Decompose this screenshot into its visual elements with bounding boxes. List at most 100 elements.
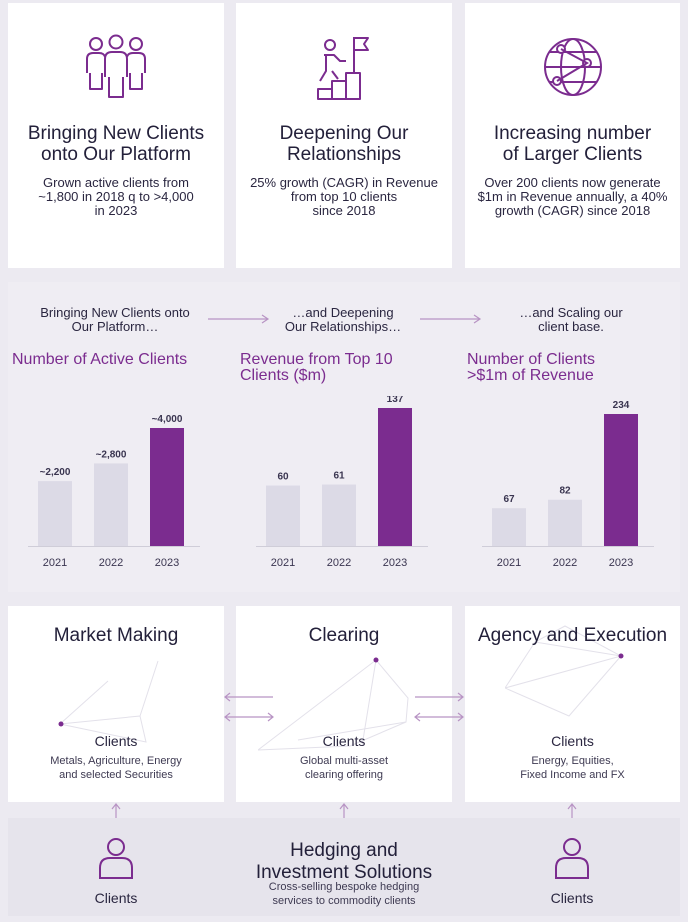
pillar-desc-line: growth (CAGR) since 2018 (494, 203, 651, 218)
service-desc-line: Energy, Equities, (531, 755, 614, 767)
pillar-desc-line: $1m in Revenue annually, a 40% (477, 189, 668, 204)
hedging-title-line: Hedging and (290, 840, 398, 861)
hedging-description: Cross-selling bespoke hedging services t… (200, 880, 488, 908)
bar-2023 (604, 414, 638, 546)
hedging-left-label: Clients (94, 890, 138, 906)
person-icon (552, 836, 592, 880)
flow-text-line: client base. (538, 319, 604, 334)
service-subtitle: Clients (94, 733, 138, 749)
bar-chart-clients-over-1m: 67 2021 82 2022 234 2023 (482, 400, 654, 569)
flow-text-line: Our Relationships… (284, 319, 402, 334)
flow-step-1: Bringing New Clients onto Our Platform… (20, 306, 210, 334)
service-title: Market Making (53, 625, 179, 646)
pillar-card-larger-clients: Increasing number of Larger Clients Over… (465, 3, 680, 268)
globe-network-icon (541, 35, 605, 99)
service-subtitle: Clients (322, 733, 366, 749)
service-title: Agency and Execution (477, 625, 668, 646)
pillar-desc-line: ~1,800 in 2018 q to >4,000 (38, 189, 194, 204)
bar-2021 (492, 508, 526, 546)
pillar-title-line: Deepening Our (279, 123, 409, 144)
chart-title: Number of Clients >$1m of Revenue (467, 352, 677, 384)
bar-data-label: ~2,800 (96, 449, 127, 460)
double-arrow-icon (414, 689, 464, 702)
bar-2022 (322, 484, 356, 546)
flow-step-2: …and Deepening Our Relationships… (248, 306, 438, 334)
pillar-desc-line: Over 200 clients now generate (484, 175, 661, 190)
bar-chart-active-clients: ~2,200 2021 ~2,800 2022 ~4,000 2023 (28, 414, 200, 569)
bar-2022 (94, 463, 128, 546)
service-desc-line: Global multi-asset (299, 755, 389, 767)
x-tick-label: 2022 (553, 557, 577, 569)
pillar-title-line: Bringing New Clients (27, 123, 205, 144)
flow-text-line: Bringing New Clients onto (40, 305, 190, 320)
pillar-card-new-clients: Bringing New Clients onto Our Platform G… (8, 3, 224, 268)
people-group-icon (84, 33, 148, 101)
hedging-title-line: Investment Solutions (255, 862, 433, 883)
pillar-desc-line: Grown active clients from (43, 175, 189, 190)
pillar-title-line: onto Our Platform (41, 144, 191, 165)
bar-data-label: 61 (333, 471, 345, 482)
chart-title-line: Number of Clients (467, 351, 596, 368)
bar-data-label: ~4,000 (152, 414, 183, 425)
x-tick-label: 2023 (383, 557, 407, 569)
x-tick-label: 2023 (155, 557, 179, 569)
x-tick-label: 2021 (43, 557, 67, 569)
bar-data-label: 234 (613, 400, 630, 411)
pillar-title-line: of Larger Clients (502, 144, 643, 165)
right-arrow-icon (208, 311, 270, 324)
chart-title-line: Clients ($m) (240, 367, 327, 384)
pillar-desc-line: in 2023 (94, 203, 138, 218)
bar-data-label: ~2,200 (40, 467, 71, 478)
service-card-market-making: Market Making Clients Metals, Agricultur… (8, 606, 224, 802)
chart-title-line: >$1m of Revenue (467, 367, 594, 384)
bar-2022 (548, 499, 582, 546)
person-climbing-to-flag-icon (314, 33, 374, 103)
bar-data-label: 67 (503, 494, 515, 505)
hedging-desc-line: Cross-selling bespoke hedging (268, 881, 420, 893)
double-arrow-icon (224, 689, 274, 702)
flow-step-3: …and Scaling our client base. (476, 306, 666, 334)
service-desc-line: Fixed Income and FX (520, 769, 625, 781)
chart-title: Number of Active Clients (12, 351, 188, 368)
pillar-desc-line: since 2018 (312, 203, 376, 218)
pillar-title-line: Relationships (286, 144, 402, 165)
double-arrow-icon (224, 709, 274, 722)
bar-chart-top10-revenue: 60 2021 61 2022 137 2023 (256, 396, 428, 569)
chart-title-line: Revenue from Top 10 (240, 351, 393, 368)
hedging-panel (8, 818, 680, 916)
hedging-right-label: Clients (550, 890, 594, 906)
bar-data-label: 82 (559, 486, 571, 497)
flow-text-line: Our Platform… (71, 319, 159, 334)
bar-2021 (266, 485, 300, 546)
right-arrow-icon (420, 311, 482, 324)
flow-text-line: …and Scaling our (519, 305, 623, 320)
bar-2023 (150, 428, 184, 546)
x-tick-label: 2021 (497, 557, 521, 569)
double-arrow-icon (414, 709, 464, 722)
bar-data-label: 137 (387, 396, 404, 405)
bar-2023 (378, 408, 412, 546)
service-title: Clearing (308, 625, 380, 646)
pillar-card-relationships: Deepening Our Relationships 25% growth (… (236, 3, 452, 268)
pillar-desc-line: 25% growth (CAGR) in Revenue (250, 175, 438, 190)
person-icon (96, 836, 136, 880)
network-lines-decoration (505, 625, 624, 717)
chart-title: Revenue from Top 10 Clients ($m) (240, 352, 450, 384)
x-tick-label: 2022 (99, 557, 123, 569)
pillar-desc-line: from top 10 clients (290, 189, 398, 204)
network-lines-decoration (258, 657, 409, 751)
x-tick-label: 2022 (327, 557, 351, 569)
network-lines-decoration (58, 660, 159, 743)
flow-text-line: …and Deepening (292, 305, 394, 320)
pillar-title-line: Increasing number (493, 123, 652, 144)
x-tick-label: 2021 (271, 557, 295, 569)
service-card-agency-execution: Agency and Execution Clients Energy, Equ… (465, 606, 680, 802)
bar-2021 (38, 481, 72, 546)
hedging-desc-line: services to commodity clients (272, 895, 416, 907)
bar-data-label: 60 (277, 472, 289, 483)
service-desc-line: and selected Securities (59, 769, 173, 781)
service-desc-line: Metals, Agriculture, Energy (50, 755, 182, 767)
hedging-title: Hedging and Investment Solutions (200, 840, 488, 884)
x-tick-label: 2023 (609, 557, 633, 569)
service-subtitle: Clients (551, 733, 594, 749)
